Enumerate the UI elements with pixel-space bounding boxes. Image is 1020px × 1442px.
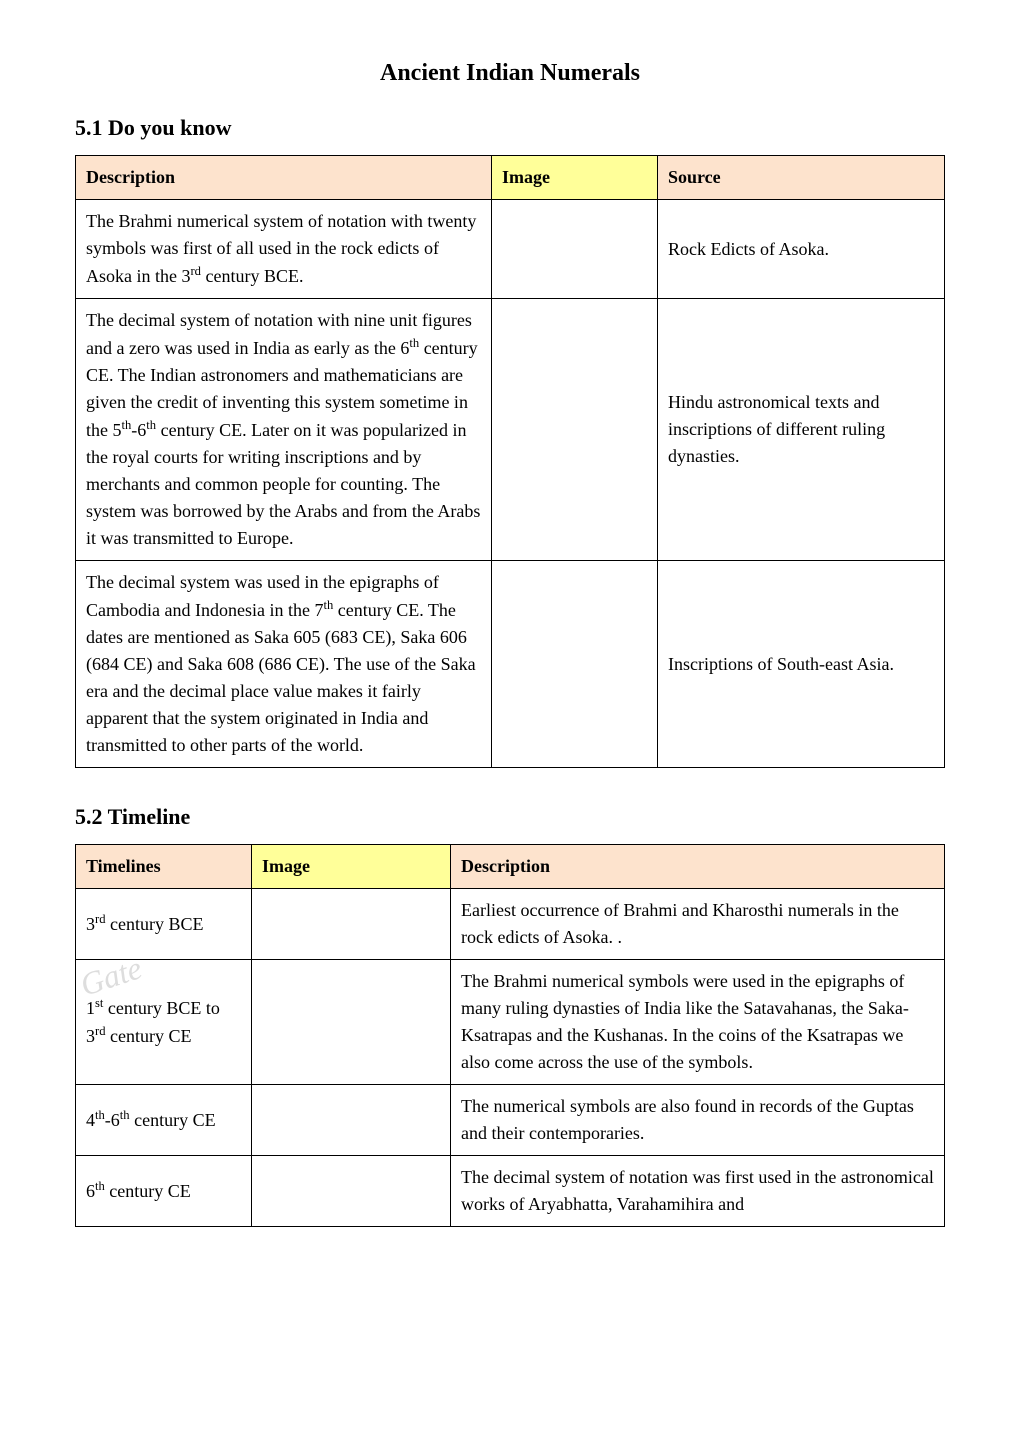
cell-image [252, 1156, 451, 1227]
cell-image [252, 889, 451, 960]
cell-description: The decimal system of notation was first… [451, 1156, 945, 1227]
cell-description: The numerical symbols are also found in … [451, 1085, 945, 1156]
cell-timeline: 4th-6th century CE [76, 1085, 252, 1156]
section-heading-2: 5.2 Timeline [75, 804, 945, 830]
table-row: 3rd century BCE Earliest occurrence of B… [76, 889, 945, 960]
table-row: The decimal system of notation with nine… [76, 299, 945, 561]
cell-description: The Brahmi numerical symbols were used i… [451, 960, 945, 1085]
cell-source: Rock Edicts of Asoka. [658, 200, 945, 299]
table-timeline: Timelines Image Description 3rd century … [75, 844, 945, 1227]
table-header-row: Timelines Image Description [76, 845, 945, 889]
table-header-row: Description Image Source [76, 156, 945, 200]
section-heading-1: 5.1 Do you know [75, 115, 945, 141]
cell-timeline: 3rd century BCE [76, 889, 252, 960]
cell-image [252, 1085, 451, 1156]
col-image: Image [492, 156, 658, 200]
col-timelines: Timelines [76, 845, 252, 889]
cell-source: Inscriptions of South-east Asia. [658, 561, 945, 768]
table-row: The decimal system was used in the epigr… [76, 561, 945, 768]
col-description: Description [76, 156, 492, 200]
table-row: The Brahmi numerical system of notation … [76, 200, 945, 299]
col-source: Source [658, 156, 945, 200]
cell-description: The Brahmi numerical system of notation … [76, 200, 492, 299]
page-title: Ancient Indian Numerals [75, 60, 945, 87]
col-description: Description [451, 845, 945, 889]
table-row: 1st century BCE to 3rd century CE The Br… [76, 960, 945, 1085]
cell-image [492, 200, 658, 299]
cell-timeline: 1st century BCE to 3rd century CE [76, 960, 252, 1085]
table-do-you-know: Description Image Source The Brahmi nume… [75, 155, 945, 768]
cell-description: The decimal system of notation with nine… [76, 299, 492, 561]
cell-image [492, 561, 658, 768]
cell-timeline: 6th century CE [76, 1156, 252, 1227]
table-row: 4th-6th century CE The numerical symbols… [76, 1085, 945, 1156]
table-row: 6th century CE The decimal system of not… [76, 1156, 945, 1227]
col-image: Image [252, 845, 451, 889]
cell-image [252, 960, 451, 1085]
cell-description: The decimal system was used in the epigr… [76, 561, 492, 768]
cell-source: Hindu astronomical texts and inscription… [658, 299, 945, 561]
cell-description: Earliest occurrence of Brahmi and Kharos… [451, 889, 945, 960]
cell-image [492, 299, 658, 561]
